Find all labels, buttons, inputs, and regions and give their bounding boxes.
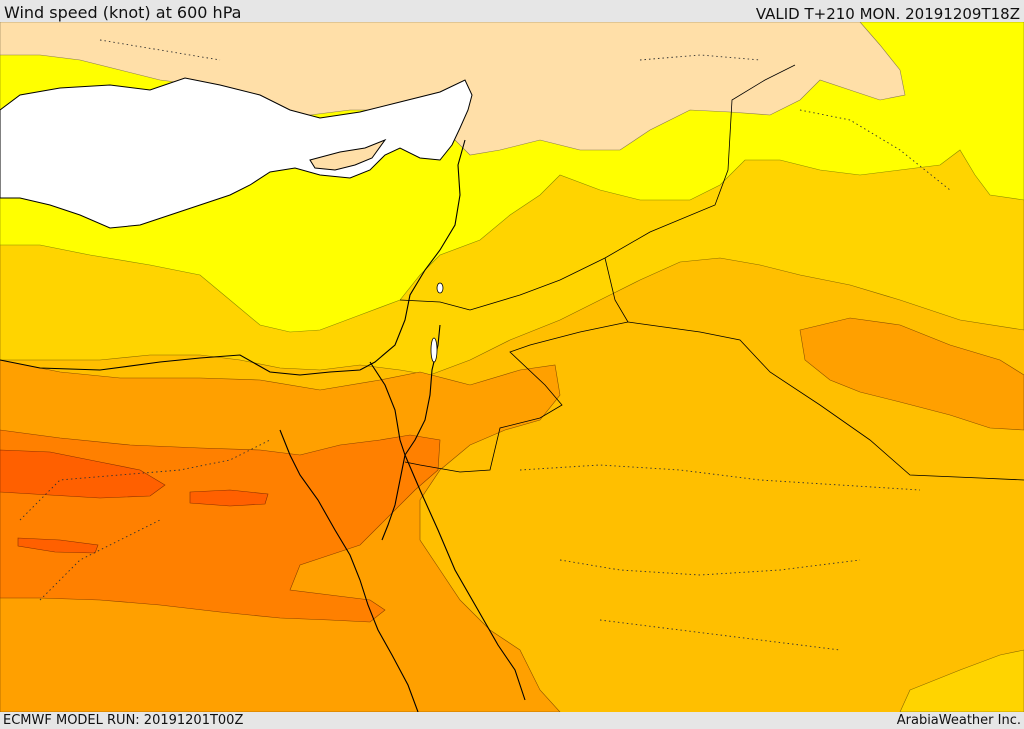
wind-speed-map xyxy=(0,22,1024,712)
valid-time: VALID T+210 MON. 20191209T18Z xyxy=(755,5,1020,23)
cyprus xyxy=(309,138,387,171)
map-title: Wind speed (knot) at 600 hPa xyxy=(4,3,242,22)
province-borders xyxy=(19,39,951,651)
map-canvas xyxy=(0,22,1024,712)
credit-label: ArabiaWeather Inc. xyxy=(896,713,1021,728)
model-run-label: ECMWF MODEL RUN: 20191201T00Z xyxy=(3,713,244,728)
gold-patch-se xyxy=(899,649,1024,712)
mediterranean-sea xyxy=(0,77,473,229)
coastlines xyxy=(0,139,526,712)
map-header: Wind speed (knot) at 600 hPa VALID T+210… xyxy=(0,0,1024,23)
red-orange-streak xyxy=(189,489,269,507)
dead-sea xyxy=(430,337,438,363)
map-footer: ECMWF MODEL RUN: 20191201T00Z ArabiaWeat… xyxy=(0,712,1024,729)
sea-of-galilee xyxy=(436,282,444,294)
red-orange-core xyxy=(0,449,166,499)
orange-patch-east xyxy=(799,317,1024,431)
country-borders xyxy=(399,64,1024,481)
